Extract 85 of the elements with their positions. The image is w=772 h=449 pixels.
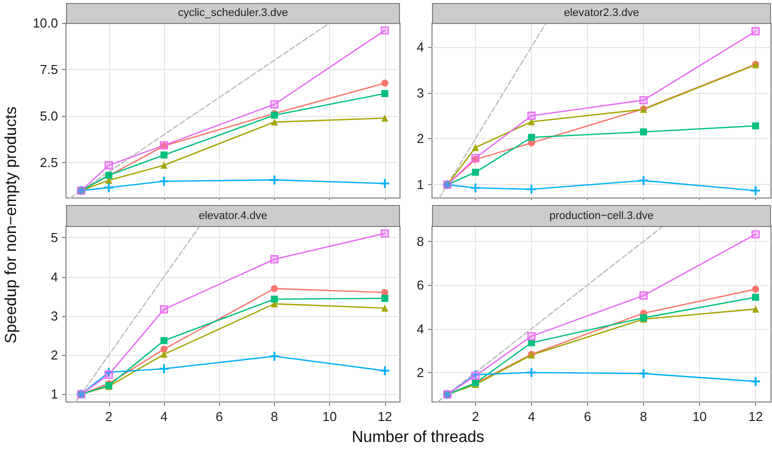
point xyxy=(270,118,278,126)
x-tick-label: 12 xyxy=(748,409,763,424)
point xyxy=(270,255,279,264)
point xyxy=(270,175,279,184)
y-tick-label: 2.5 xyxy=(40,155,58,170)
chart-title: elevator2.3.dve xyxy=(432,3,771,24)
y-tick-label: 6 xyxy=(416,278,424,293)
point xyxy=(527,332,536,340)
point xyxy=(381,80,388,87)
x-tick-label: 12 xyxy=(378,409,392,424)
chart-title: cyclic_scheduler.3.dve xyxy=(66,3,400,24)
point xyxy=(752,294,760,301)
x-tick-label: 8 xyxy=(270,409,278,424)
point xyxy=(528,339,535,346)
point xyxy=(528,134,535,141)
point xyxy=(751,230,760,238)
point xyxy=(526,184,536,194)
point xyxy=(380,26,389,35)
x-tick-label: 10 xyxy=(322,409,337,424)
point xyxy=(639,291,648,300)
point xyxy=(160,151,168,158)
x-axis-title: Number of threads xyxy=(352,429,484,447)
point xyxy=(104,161,113,170)
point xyxy=(380,178,390,188)
point xyxy=(381,294,388,302)
point xyxy=(472,168,479,176)
point xyxy=(752,306,760,313)
x-tick-label: 6 xyxy=(584,409,592,424)
y-tick-label: 3 xyxy=(50,308,58,324)
y-tick-label: 4 xyxy=(416,39,424,54)
point xyxy=(160,305,168,314)
y-tick-label: 2 xyxy=(416,364,424,380)
y-tick-label: 4 xyxy=(416,321,424,336)
y-tick-label: 7.5 xyxy=(40,62,58,78)
point xyxy=(528,118,535,126)
x-tick-label: 4 xyxy=(528,409,536,424)
point xyxy=(270,352,279,361)
point xyxy=(160,162,168,169)
x-tick-label: 10 xyxy=(692,409,707,424)
point xyxy=(472,144,479,151)
point xyxy=(104,370,113,379)
point xyxy=(751,27,760,36)
point xyxy=(160,350,168,358)
chart-title: production−cell.3.dve xyxy=(432,205,771,227)
point xyxy=(381,288,388,296)
x-tick-label: 2 xyxy=(472,409,480,424)
point xyxy=(752,122,760,130)
y-tick-label: 2 xyxy=(50,348,58,363)
y-tick-label: 5 xyxy=(50,230,58,246)
x-tick-label: 6 xyxy=(216,409,223,424)
point xyxy=(527,112,536,120)
x-tick-label: 2 xyxy=(105,409,112,424)
point xyxy=(381,114,388,122)
point xyxy=(270,100,279,108)
y-tick-label: 5.0 xyxy=(40,108,58,124)
y-tick-label: 3 xyxy=(416,85,424,100)
y-tick-label: 1 xyxy=(50,386,58,402)
chart-title: elevator.4.dve xyxy=(66,205,400,227)
point xyxy=(526,368,536,377)
point xyxy=(270,285,278,292)
point xyxy=(159,176,168,186)
point xyxy=(639,369,648,378)
point xyxy=(751,376,760,386)
y-tick-label: 2 xyxy=(416,131,424,146)
x-tick-label: 4 xyxy=(160,409,168,424)
point xyxy=(752,286,760,293)
y-axis-title: Speedup for non−empty products xyxy=(3,106,21,344)
point xyxy=(470,183,480,192)
point xyxy=(270,296,278,303)
point xyxy=(751,186,760,196)
point xyxy=(639,176,648,186)
y-tick-label: 10.0 xyxy=(32,16,58,30)
x-tick-label: 8 xyxy=(640,409,648,424)
point xyxy=(640,128,648,136)
point xyxy=(381,90,388,98)
y-tick-label: 1 xyxy=(416,177,424,192)
point xyxy=(159,364,168,374)
point xyxy=(381,304,388,312)
y-tick-label: 4 xyxy=(50,269,58,284)
y-tick-label: 8 xyxy=(416,234,424,249)
point xyxy=(104,183,114,192)
point xyxy=(160,346,168,353)
point xyxy=(639,96,648,104)
point xyxy=(160,337,168,344)
point xyxy=(380,229,389,238)
